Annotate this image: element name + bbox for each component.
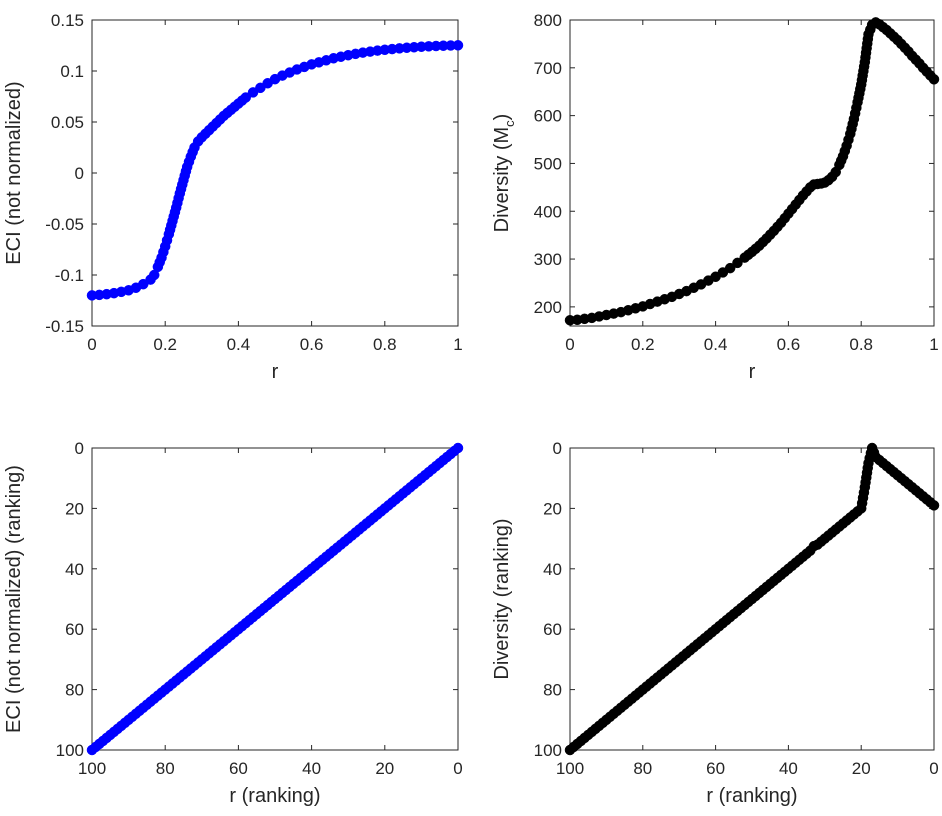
y-tick-label: 0 (553, 439, 562, 458)
x-tick-label: 0.6 (300, 335, 324, 354)
plot-area-box (569, 19, 935, 327)
scatter-point (928, 74, 940, 85)
y-tick-label: 100 (534, 741, 562, 760)
y-tick-label: 200 (534, 298, 562, 317)
y-tick-label: 0 (75, 439, 84, 458)
y-tick-label: 600 (534, 107, 562, 126)
y-tick-label: 800 (534, 11, 562, 30)
x-tick-label: 1 (929, 335, 938, 354)
y-axis-label: Diversity (Mc) (491, 114, 517, 233)
x-tick-label: 20 (852, 759, 871, 778)
y-tick-label: 40 (543, 560, 562, 579)
y-tick-label: 40 (65, 560, 84, 579)
scatter-point (564, 744, 576, 756)
y-tick-label: 60 (543, 620, 562, 639)
chart-eci-vs-r: 0 0.2 0.4 0.6 0.8 1 -0.15 -0.1 -0.05 0 0.05 0.1 0.15… (3, 11, 464, 383)
y-axis-label-text: Diversity (ranking) (491, 518, 513, 679)
y-tick-label: 100 (56, 741, 84, 760)
x-tick-label: 0.4 (704, 335, 728, 354)
x-tick-label: 0.8 (373, 335, 397, 354)
x-axis-label: r (ranking) (229, 785, 320, 807)
scatter-point (452, 40, 464, 51)
y-axis-label-subscript: c (502, 120, 517, 127)
x-tick-label: 60 (229, 759, 248, 778)
y-axis-label: ECI (not normalized) (3, 81, 25, 264)
x-tick-label: 0 (565, 335, 574, 354)
chart-diversity-vs-r: 0 0.2 0.4 0.6 0.8 1 200 300 400 500 600 700 800 r Dive… (491, 11, 940, 383)
x-axis-label: r (272, 361, 279, 383)
y-axis-label: ECI (not normalized) (ranking) (3, 465, 25, 733)
x-tick-label: 0 (929, 759, 938, 778)
x-tick-label: 100 (556, 759, 584, 778)
x-axis-label: r (749, 361, 756, 383)
y-tick-label: 400 (534, 202, 562, 221)
y-tick-label: 300 (534, 250, 562, 269)
x-tick-label: 0.2 (631, 335, 655, 354)
x-tick-label: 60 (706, 759, 725, 778)
scatter-point (732, 257, 743, 269)
x-tick-label: 80 (156, 759, 175, 778)
x-tick-label: 40 (779, 759, 798, 778)
x-tick-label: 1 (453, 335, 462, 354)
x-axis-label: r (ranking) (706, 785, 797, 807)
y-tick-label: 20 (543, 499, 562, 518)
y-tick-label: 80 (65, 681, 84, 700)
x-tick-label: 0.4 (227, 335, 251, 354)
y-tick-label: 0.15 (51, 11, 84, 30)
y-tick-label: 0 (75, 164, 84, 183)
y-tick-label: -0.05 (45, 215, 84, 234)
y-axis-label-text: ECI (not normalized) (3, 81, 25, 264)
y-axis-label-suffix: ) (491, 114, 513, 121)
y-axis-label-text: Diversity (M (491, 127, 513, 233)
y-tick-label: 80 (543, 681, 562, 700)
y-tick-label: 500 (534, 154, 562, 173)
y-axis-label: Diversity (ranking) (491, 518, 513, 679)
y-tick-label: 20 (65, 499, 84, 518)
x-tick-label: 40 (302, 759, 321, 778)
x-tick-label: 20 (375, 759, 394, 778)
y-tick-label: -0.15 (45, 317, 84, 336)
y-tick-label: 0.1 (60, 62, 84, 81)
x-tick-label: 0 (87, 335, 96, 354)
scatter-point (724, 262, 736, 274)
y-tick-label: -0.1 (55, 266, 84, 285)
x-tick-label: 0.8 (849, 335, 873, 354)
y-axis-label-text: ECI (not normalized) (ranking) (3, 465, 25, 733)
y-tick-label: 0.05 (51, 113, 84, 132)
y-tick-label: 700 (534, 59, 562, 78)
scatter-point (240, 92, 251, 103)
x-tick-label: 0 (453, 759, 462, 778)
scatter-point (86, 744, 98, 756)
x-tick-label: 100 (78, 759, 106, 778)
x-tick-label: 0.6 (777, 335, 801, 354)
x-tick-label: 80 (633, 759, 652, 778)
chart-eci-ranking: 100 80 60 40 20 0 0 20 40 60 80 100 r (ranking) ECI (… (3, 439, 464, 807)
chart-diversity-ranking: 100 80 60 40 20 0 0 20 40 60 80 100 r (ranking) Diver… (491, 439, 940, 807)
y-tick-label: 60 (65, 620, 84, 639)
x-tick-label: 0.2 (153, 335, 177, 354)
